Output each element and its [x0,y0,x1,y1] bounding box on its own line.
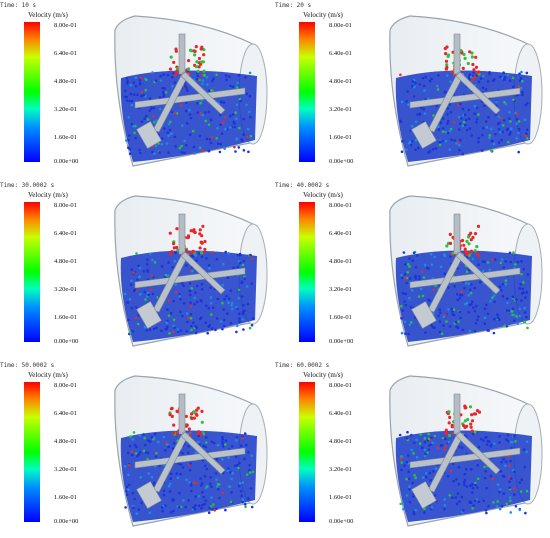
scale-tick-label: 8.00e-01 [329,202,352,209]
agitator-blades [409,213,521,329]
time-label: Time: 20 s [275,2,312,9]
scale-tick-label: 1.60e-01 [329,134,352,141]
scale-tick-label: 6.40e-01 [54,50,77,57]
particle-bed [395,430,532,522]
legend-title: Velocity (m/s) [303,371,343,379]
simulation-panel: Time: 30.0002 s Velocity (m/s) 8.00e-01 6.4… [0,180,275,358]
legend-title: Velocity (m/s) [28,11,68,19]
legend-title: Velocity (m/s) [303,191,343,199]
scale-tick-label: 0.00e+00 [54,338,79,345]
scale-tick-label: 1.60e-01 [54,494,77,501]
scale-tick-label: 4.80e-01 [54,258,77,265]
time-label: Time: 10 s [0,2,37,9]
drum-render [114,375,268,527]
simulation-panel: Time: 10 s Velocity (m/s) 8.00e-01 6.40e-01… [0,0,275,178]
scale-tick-label: 1.60e-01 [54,134,77,141]
scale-tick-label: 8.00e-01 [54,202,77,209]
scale-tick-label: 8.00e-01 [54,22,77,29]
scale-tick-label: 3.20e-01 [54,286,77,293]
color-scale-bar [24,382,40,522]
legend-title: Velocity (m/s) [28,191,68,199]
scale-tick-label: 1.60e-01 [329,314,352,321]
scale-tick-label: 3.20e-01 [329,106,352,113]
simulation-panel: Time: 60.0002 s Velocity (m/s) 8.00e-01 6.4… [275,360,550,538]
scale-tick-label: 6.40e-01 [329,410,352,417]
simulation-panel: Time: 40.0002 s Velocity (m/s) 8.00e-01 6.4… [275,180,550,358]
legend-title: Velocity (m/s) [28,371,68,379]
scale-tick-label: 4.80e-01 [329,438,352,445]
simulation-panel: Time: 20 s Velocity (m/s) 8.00e-01 6.40e-01… [275,0,550,178]
color-scale-bar [299,22,315,162]
agitator-blades [134,393,246,509]
scale-tick-label: 1.60e-01 [54,314,77,321]
particle-bed [120,250,257,342]
scale-tick-label: 0.00e+00 [54,158,79,165]
particle-bed [395,250,532,342]
scale-tick-label: 8.00e-01 [329,22,352,29]
agitator-blades [134,33,246,149]
drum-render [114,195,268,347]
legend-title: Velocity (m/s) [303,11,343,19]
scale-tick-label: 3.20e-01 [54,106,77,113]
agitator-blades [134,213,246,329]
time-label: Time: 30.0002 s [0,182,55,189]
drum-render [389,195,543,347]
scale-tick-label: 3.20e-01 [329,286,352,293]
color-scale-bar [299,202,315,342]
drum-render [389,15,543,167]
simulation-panel: Time: 50.0002 s Velocity (m/s) 8.00e-01 6.4… [0,360,275,538]
scale-tick-label: 6.40e-01 [54,230,77,237]
time-label: Time: 40.0002 s [275,182,330,189]
scale-tick-label: 4.80e-01 [329,78,352,85]
scale-tick-label: 3.20e-01 [54,466,77,473]
scale-tick-label: 0.00e+00 [329,338,354,345]
scale-tick-label: 0.00e+00 [329,158,354,165]
scale-tick-label: 6.40e-01 [329,50,352,57]
scale-tick-label: 8.00e-01 [329,382,352,389]
scale-tick-label: 6.40e-01 [54,410,77,417]
scale-tick-label: 3.20e-01 [329,466,352,473]
agitator-blades [409,33,521,149]
time-label: Time: 60.0002 s [275,362,330,369]
scale-tick-label: 4.80e-01 [329,258,352,265]
time-label: Time: 50.0002 s [0,362,55,369]
scale-tick-label: 0.00e+00 [329,518,354,525]
scale-tick-label: 0.00e+00 [54,518,79,525]
scale-tick-label: 8.00e-01 [54,382,77,389]
scale-tick-label: 6.40e-01 [329,230,352,237]
color-scale-bar [24,202,40,342]
drum-render [389,375,543,527]
agitator-blades [409,393,521,509]
scale-tick-label: 4.80e-01 [54,78,77,85]
drum-render [114,15,268,167]
scale-tick-label: 4.80e-01 [54,438,77,445]
color-scale-bar [24,22,40,162]
scale-tick-label: 1.60e-01 [329,494,352,501]
color-scale-bar [299,382,315,522]
